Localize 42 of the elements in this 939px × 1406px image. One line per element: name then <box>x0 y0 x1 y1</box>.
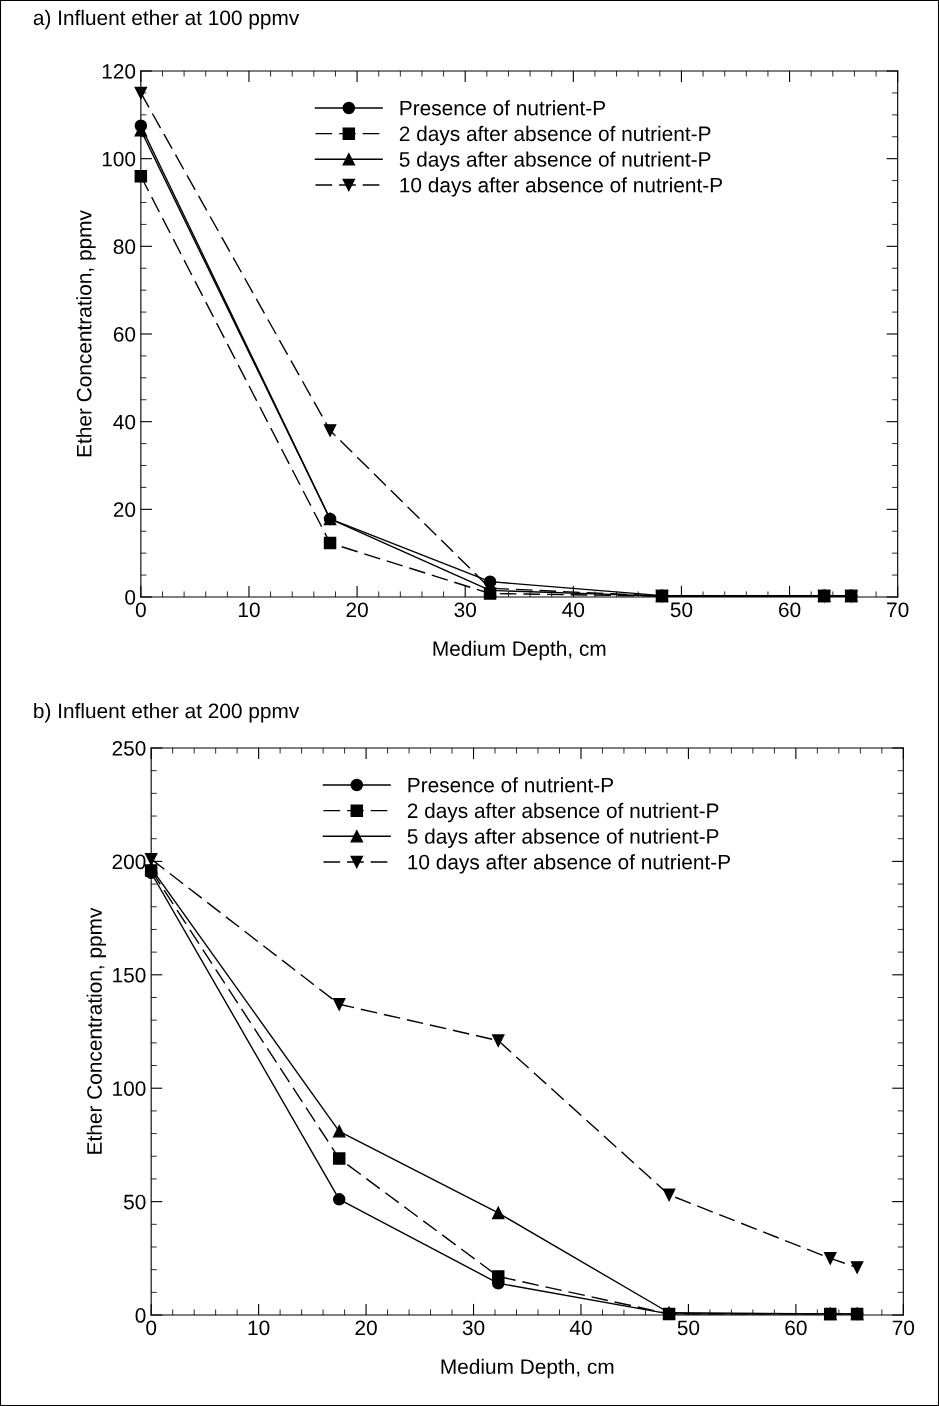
x-tick-label: 20 <box>355 1320 377 1336</box>
y-tick-label: 40 <box>113 414 136 430</box>
legend-label: Presence of nutrient-P <box>400 100 605 116</box>
y-tick-label: 50 <box>123 1194 146 1210</box>
x-tick-label: 0 <box>146 1320 157 1336</box>
legend-label: 2 days after absence of nutrient-P <box>407 802 719 823</box>
x-tick-label: 10 <box>238 602 260 618</box>
y-tick-label: 100 <box>113 1081 146 1096</box>
x-tick-label: 30 <box>454 602 476 618</box>
x-axis-title: Medium Depth, cm <box>433 640 606 661</box>
y-tick-label: 0 <box>125 589 136 605</box>
y-tick-label: 200 <box>112 854 146 870</box>
x-tick-label: 30 <box>462 1320 485 1336</box>
legend-label: 2 days after absence of nutrient-P <box>399 125 711 146</box>
legend-label: 5 days after absence of nutrient-P <box>407 828 719 848</box>
y-tick-label: 120 <box>102 64 136 79</box>
x-tick-label: 40 <box>562 602 585 618</box>
y-tick-label: 20 <box>113 502 136 518</box>
x-tick-label: 60 <box>779 602 801 618</box>
chart-title: a) Influent ether at 100 ppmv <box>33 9 300 30</box>
x-tick-label: 50 <box>670 602 693 618</box>
x-tick-label: 50 <box>677 1320 700 1336</box>
y-tick-label: 80 <box>113 239 136 255</box>
y-tick-label: 0 <box>135 1308 146 1323</box>
y-tick-label: 150 <box>113 967 146 983</box>
chart-title: b) Influent ether at 200 ppmv <box>34 703 300 723</box>
legend-label: 10 days after absence of nutrient-P <box>400 177 722 197</box>
x-axis-title: Medium Depth, cm <box>441 1358 614 1379</box>
x-tick-label: 40 <box>569 1320 592 1336</box>
y-tick-label: 250 <box>112 740 146 756</box>
x-tick-label: 70 <box>892 1320 915 1336</box>
y-tick-label: 100 <box>102 151 136 167</box>
y-axis-title: Ether Concentration, ppmv <box>86 907 107 1154</box>
y-axis-title: Ether Concentration, ppmv <box>76 210 96 457</box>
legend-label: Presence of nutrient-P <box>408 777 613 793</box>
x-tick-label: 60 <box>785 1320 807 1336</box>
legend-label: 10 days after absence of nutrient-P <box>408 854 730 874</box>
x-tick-label: 20 <box>346 602 368 618</box>
x-tick-label: 70 <box>887 602 909 618</box>
y-tick-label: 60 <box>113 327 136 342</box>
legend-label: 5 days after absence of nutrient-P <box>399 151 711 171</box>
x-tick-label: 10 <box>248 1320 270 1336</box>
